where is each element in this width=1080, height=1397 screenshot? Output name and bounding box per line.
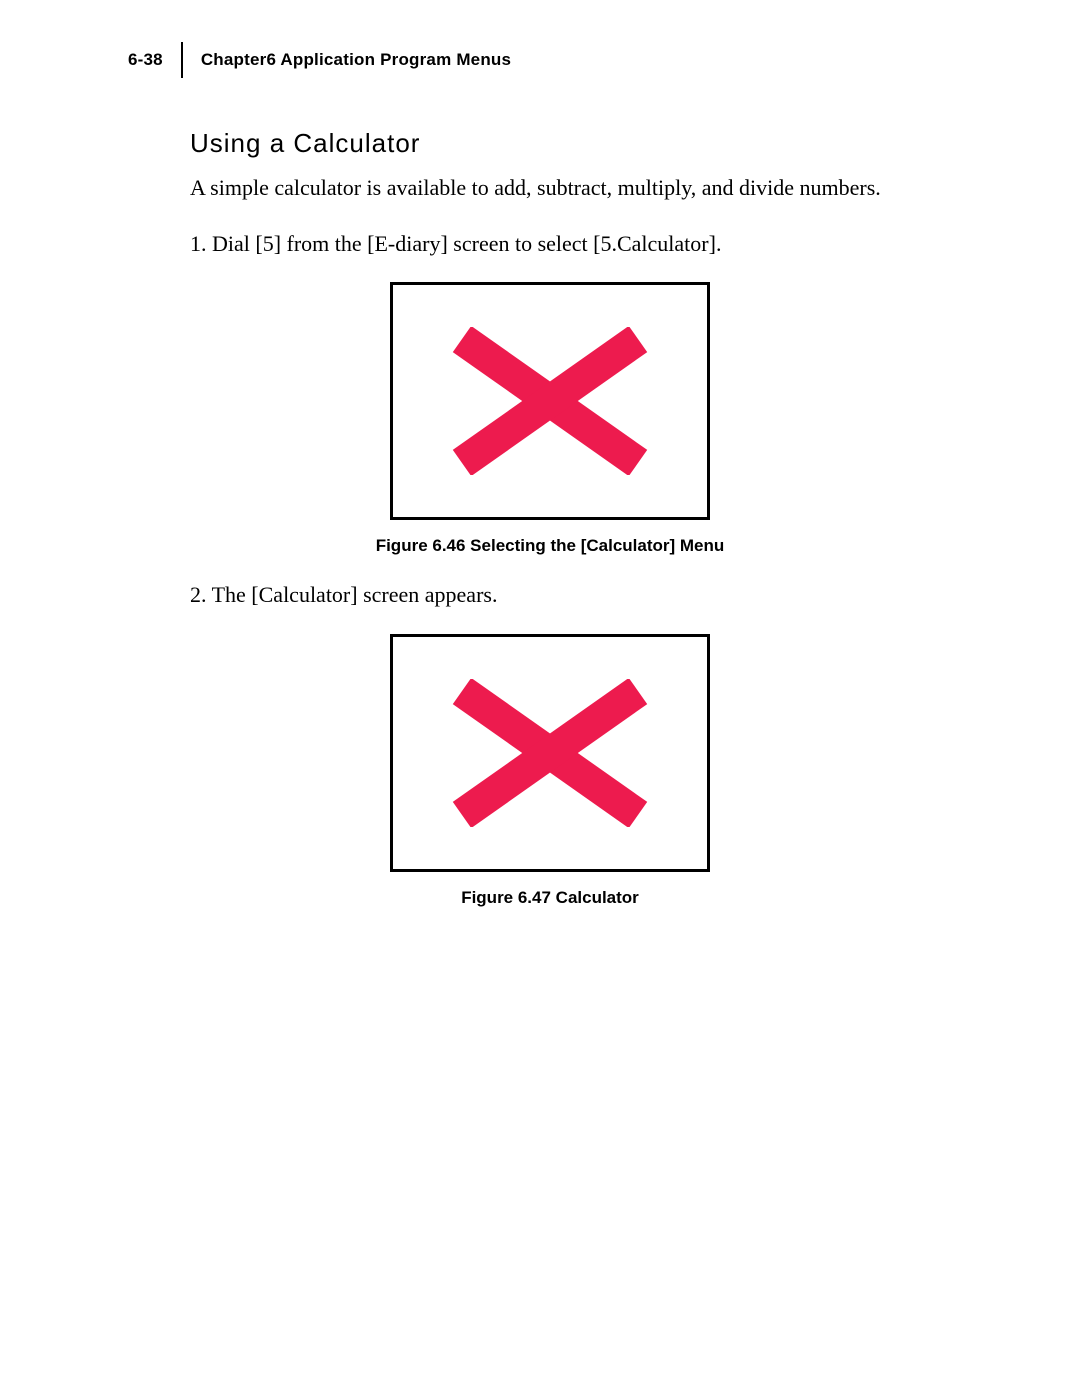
page-number: 6-38 [128, 50, 181, 70]
figure-2-box [390, 634, 710, 872]
running-header: 6-38 Chapter6 Application Program Menus [128, 42, 990, 78]
intro-paragraph: A simple calculator is available to add,… [190, 173, 910, 203]
missing-image-x-icon [450, 327, 650, 475]
step-1: 1. Dial [5] from the [E-diary] screen to… [190, 229, 910, 259]
figure-1-caption: Figure 6.46 Selecting the [Calculator] M… [376, 536, 725, 556]
step-2: 2. The [Calculator] screen appears. [190, 580, 910, 610]
figure-1: Figure 6.46 Selecting the [Calculator] M… [190, 282, 910, 556]
figure-2: Figure 6.47 Calculator [190, 634, 910, 908]
page: 6-38 Chapter6 Application Program Menus … [0, 0, 1080, 1397]
figure-1-box [390, 282, 710, 520]
header-divider [181, 42, 183, 78]
figure-2-caption: Figure 6.47 Calculator [461, 888, 639, 908]
body-column: Using a Calculator A simple calculator i… [190, 128, 910, 908]
section-title: Using a Calculator [190, 128, 910, 159]
chapter-label: Chapter6 Application Program Menus [201, 50, 511, 70]
missing-image-x-icon [450, 679, 650, 827]
